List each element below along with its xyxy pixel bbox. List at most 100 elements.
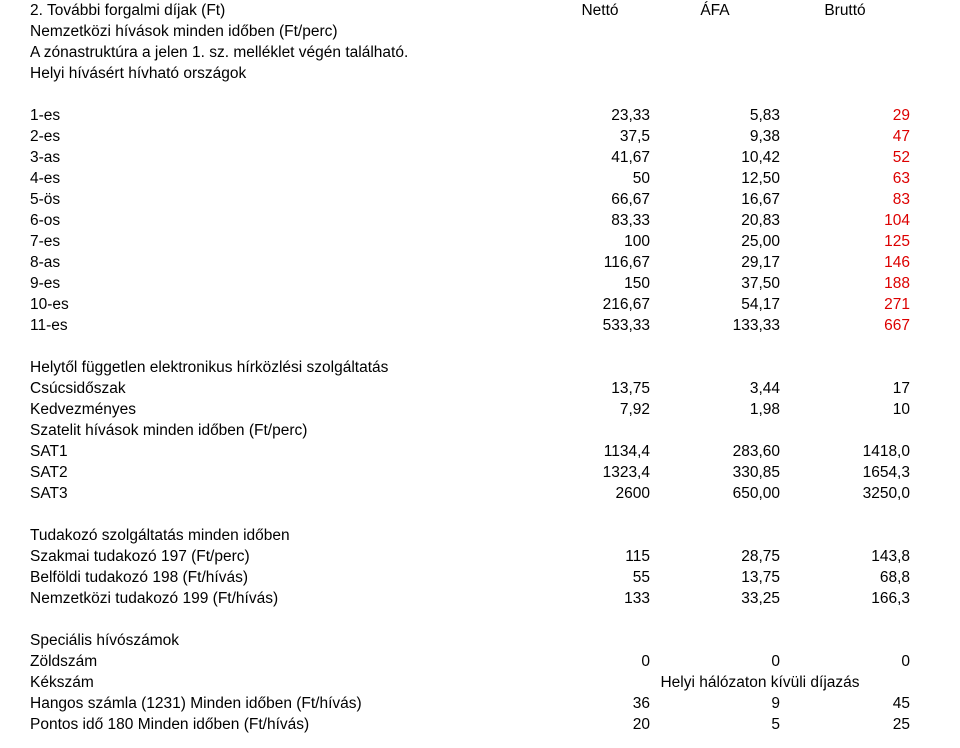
row-cells: 116,6729,17146 bbox=[550, 254, 930, 272]
row-cells: 23,335,8329 bbox=[550, 107, 930, 125]
row-label: 7-es bbox=[30, 233, 550, 251]
table-row: Csúcsidőszak13,753,4417 bbox=[30, 380, 930, 401]
row-cells: 20525 bbox=[550, 716, 930, 734]
table-row: Belföldi tudakozó 198 (Ft/hívás)5513,756… bbox=[30, 569, 930, 590]
cell-vat: 37,50 bbox=[650, 275, 780, 293]
row-label: Szakmai tudakozó 197 (Ft/perc) bbox=[30, 548, 550, 566]
block2-title: Helytől független elektronikus hírközlés… bbox=[30, 359, 930, 377]
row-label: Nemzetközi tudakozó 199 (Ft/hívás) bbox=[30, 590, 550, 608]
cell-vat: 283,60 bbox=[650, 443, 780, 461]
zoldszam-gross: 0 bbox=[780, 653, 910, 671]
cell-net: 533,33 bbox=[550, 317, 650, 335]
row-cells: 1323,4330,851654,3 bbox=[550, 464, 930, 482]
row-label: Hangos számla (1231) Minden időben (Ft/h… bbox=[30, 695, 550, 713]
cell-net: 2600 bbox=[550, 485, 650, 503]
cell-vat: 1,98 bbox=[650, 401, 780, 419]
cell-net: 133 bbox=[550, 590, 650, 608]
table-row: 3-as41,6710,4252 bbox=[30, 149, 930, 170]
cell-net: 150 bbox=[550, 275, 650, 293]
row-label: 6-os bbox=[30, 212, 550, 230]
cell-vat: 650,00 bbox=[650, 485, 780, 503]
block3-title: Tudakozó szolgáltatás minden időben bbox=[30, 527, 930, 545]
table-row: 8-as116,6729,17146 bbox=[30, 254, 930, 275]
row-cells: 10025,00125 bbox=[550, 233, 930, 251]
cell-gross: 83 bbox=[780, 191, 910, 209]
table-row: 5-ös66,6716,6783 bbox=[30, 191, 930, 212]
cell-net: 1134,4 bbox=[550, 443, 650, 461]
cell-gross: 125 bbox=[780, 233, 910, 251]
zoldszam-label: Zöldszám bbox=[30, 653, 550, 671]
col-header-vat: ÁFA bbox=[650, 2, 780, 20]
table-row: 6-os83,3320,83104 bbox=[30, 212, 930, 233]
cell-gross: 45 bbox=[780, 695, 910, 713]
cell-gross: 3250,0 bbox=[780, 485, 910, 503]
row-cells: 1134,4283,601418,0 bbox=[550, 443, 930, 461]
block4-table3: Hangos számla (1231) Minden időben (Ft/h… bbox=[30, 695, 930, 737]
block2-title-row: Helytől független elektronikus hírközlés… bbox=[30, 359, 930, 380]
block4-row-zoldszam: Zöldszám 0 0 0 bbox=[30, 653, 930, 674]
cell-net: 36 bbox=[550, 695, 650, 713]
cell-vat: 33,25 bbox=[650, 590, 780, 608]
cell-net: 115 bbox=[550, 548, 650, 566]
cell-vat: 25,00 bbox=[650, 233, 780, 251]
row-cells: 5513,7568,8 bbox=[550, 569, 930, 587]
block4-title: Speciális hívószámok bbox=[30, 632, 930, 650]
cell-net: 41,67 bbox=[550, 149, 650, 167]
table-row: 9-es15037,50188 bbox=[30, 275, 930, 296]
row-label: 9-es bbox=[30, 275, 550, 293]
row-cells: 83,3320,83104 bbox=[550, 212, 930, 230]
zones-table: 1-es23,335,83292-es37,59,38473-as41,6710… bbox=[30, 107, 930, 338]
zoldszam-net: 0 bbox=[550, 653, 650, 671]
cell-gross: 188 bbox=[780, 275, 910, 293]
row-label: 2-es bbox=[30, 128, 550, 146]
row-cells: 2600650,003250,0 bbox=[550, 485, 930, 503]
cell-gross: 68,8 bbox=[780, 569, 910, 587]
intro-text-2: A zónastruktúra a jelen 1. sz. melléklet… bbox=[30, 44, 930, 62]
table-row: 11-es533,33133,33667 bbox=[30, 317, 930, 338]
block3-table: Szakmai tudakozó 197 (Ft/perc)11528,7514… bbox=[30, 548, 930, 611]
cell-vat: 10,42 bbox=[650, 149, 780, 167]
row-cells: 13,753,4417 bbox=[550, 380, 930, 398]
cell-vat: 5,83 bbox=[650, 107, 780, 125]
cell-gross: 667 bbox=[780, 317, 910, 335]
row-cells: 13333,25166,3 bbox=[550, 590, 930, 608]
table-row: Kedvezményes7,921,9810 bbox=[30, 401, 930, 422]
cell-gross: 63 bbox=[780, 170, 910, 188]
cell-net: 7,92 bbox=[550, 401, 650, 419]
table-row: Nemzetközi tudakozó 199 (Ft/hívás)13333,… bbox=[30, 590, 930, 611]
row-cells: 37,59,3847 bbox=[550, 128, 930, 146]
cell-gross: 1654,3 bbox=[780, 464, 910, 482]
kekszam-label: Kékszám bbox=[30, 674, 550, 692]
cell-vat: 13,75 bbox=[650, 569, 780, 587]
cell-net: 216,67 bbox=[550, 296, 650, 314]
cell-gross: 143,8 bbox=[780, 548, 910, 566]
cell-net: 1323,4 bbox=[550, 464, 650, 482]
row-cells: 216,6754,17271 bbox=[550, 296, 930, 314]
row-cells: 41,6710,4252 bbox=[550, 149, 930, 167]
cell-gross: 47 bbox=[780, 128, 910, 146]
row-cells: 36945 bbox=[550, 695, 930, 713]
cell-gross: 25 bbox=[780, 716, 910, 734]
block2-subtitle-row: Szatelit hívások minden időben (Ft/perc) bbox=[30, 422, 930, 443]
row-cells: 533,33133,33667 bbox=[550, 317, 930, 335]
cell-vat: 3,44 bbox=[650, 380, 780, 398]
intro-line-2: A zónastruktúra a jelen 1. sz. melléklet… bbox=[30, 44, 930, 65]
cell-vat: 28,75 bbox=[650, 548, 780, 566]
cell-vat: 16,67 bbox=[650, 191, 780, 209]
cell-net: 83,33 bbox=[550, 212, 650, 230]
block3-title-row: Tudakozó szolgáltatás minden időben bbox=[30, 527, 930, 548]
cell-net: 20 bbox=[550, 716, 650, 734]
table-row: 2-es37,59,3847 bbox=[30, 128, 930, 149]
block2-subtitle: Szatelit hívások minden időben (Ft/perc) bbox=[30, 422, 930, 440]
row-label: 8-as bbox=[30, 254, 550, 272]
row-label: Pontos idő 180 Minden időben (Ft/hívás) bbox=[30, 716, 550, 734]
block2-table2: SAT11134,4283,601418,0SAT21323,4330,8516… bbox=[30, 443, 930, 506]
row-label: 3-as bbox=[30, 149, 550, 167]
kekszam-text: Helyi hálózaton kívüli díjazás bbox=[550, 674, 930, 692]
cell-net: 116,67 bbox=[550, 254, 650, 272]
table-row: SAT32600650,003250,0 bbox=[30, 485, 930, 506]
block2-table: Csúcsidőszak13,753,4417Kedvezményes7,921… bbox=[30, 380, 930, 422]
row-label: 5-ös bbox=[30, 191, 550, 209]
row-cells: 11528,75143,8 bbox=[550, 548, 930, 566]
row-label: 4-es bbox=[30, 170, 550, 188]
